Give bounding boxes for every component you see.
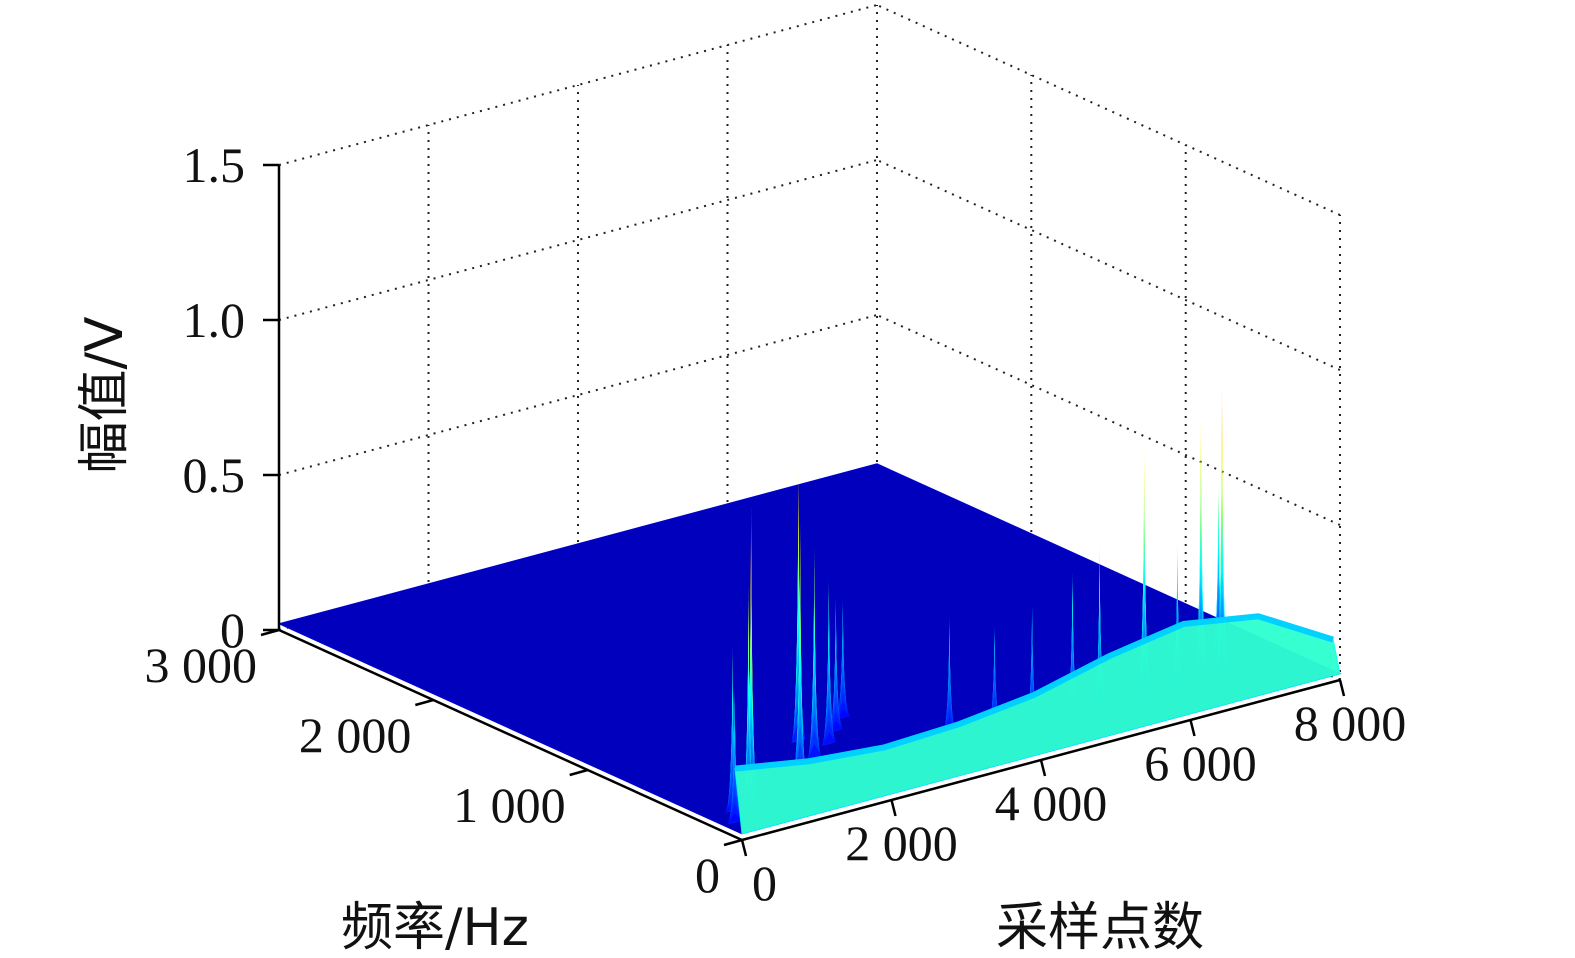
x-tick-mark: [1338, 679, 1346, 697]
grid-line: [876, 4, 1341, 216]
grid-line: [278, 314, 878, 476]
y-tick-mark: [723, 838, 743, 847]
spectral-peak: [807, 743, 822, 761]
spectral-peak: [727, 812, 742, 825]
grid-line: [278, 159, 878, 321]
y-tick-label: 0: [695, 847, 720, 903]
x-tick-mark: [1189, 719, 1196, 737]
y-tick-label: 3 000: [145, 637, 258, 693]
spectral-peak: [821, 732, 837, 746]
x-tick-label: 8 000: [1294, 695, 1407, 751]
x-tick-mark: [740, 839, 748, 857]
y-tick-mark: [260, 628, 280, 637]
z-tick-label: 1.5: [183, 137, 246, 193]
low-frequency-band-crest: [734, 613, 1334, 772]
grid-lines: [278, 4, 1341, 681]
x-tick-mark: [1039, 759, 1047, 777]
y-tick-mark: [414, 698, 434, 707]
x-tick-label: 6 000: [1144, 735, 1257, 791]
grid-line: [876, 314, 1341, 526]
z-tick-label: 0.5: [183, 447, 246, 503]
x-axis-title: 采样点数: [996, 898, 1204, 958]
x-tick-label: 2 000: [845, 815, 958, 871]
x-tick-label: 0: [752, 855, 777, 911]
x-tick-mark: [890, 799, 897, 817]
x-tick-label: 4 000: [995, 775, 1108, 831]
z-tick-label: 1.0: [183, 292, 246, 348]
y-axis-title: 频率/Hz: [341, 898, 529, 958]
y-tick-mark: [569, 768, 589, 777]
y-axis-line: [278, 628, 743, 842]
y-tick-label: 1 000: [453, 777, 566, 833]
y-tick-label: 2 000: [299, 707, 412, 763]
grid-line: [876, 159, 1341, 371]
surface: [277, 385, 1342, 835]
z-axis-title: 幅值/V: [75, 316, 135, 474]
z-tick-label: 0: [220, 602, 245, 658]
